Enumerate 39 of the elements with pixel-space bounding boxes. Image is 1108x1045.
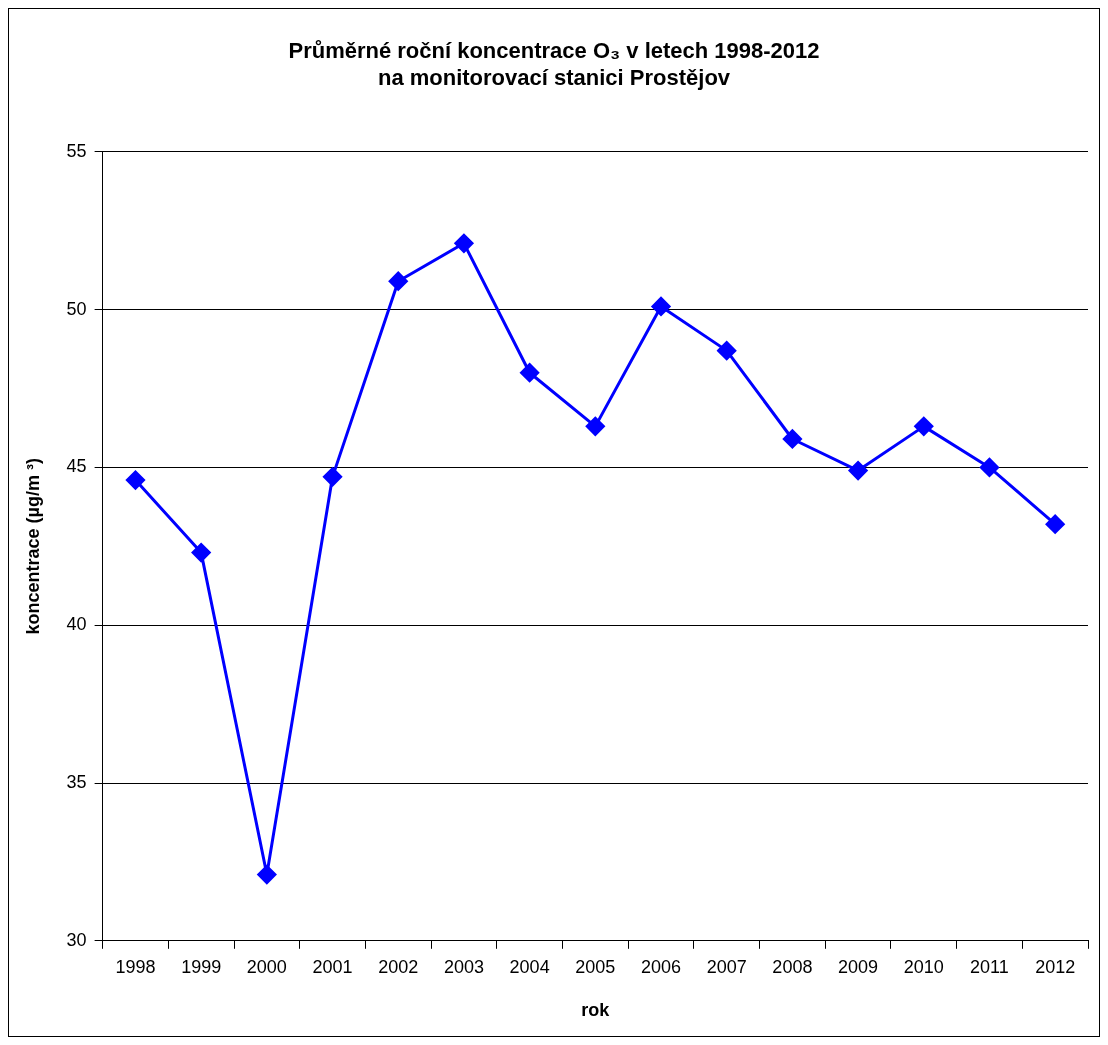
x-tick-label: 2009 <box>838 956 879 977</box>
point <box>125 470 145 490</box>
y-tick-label: 35 <box>66 771 87 792</box>
point <box>651 296 671 316</box>
x-tick-label: 1998 <box>115 956 156 977</box>
point <box>717 341 737 361</box>
y-tick-label: 50 <box>66 298 87 319</box>
x-tick-label: 2003 <box>443 956 484 977</box>
chart-title: Průměrné roční koncentrace O₃ v letech 1998-2012 na monitorovací stanici Prostějov <box>288 38 820 90</box>
x-tick-label: 2001 <box>312 956 353 977</box>
y-axis-title: koncentrace (µg/m ³) <box>22 458 43 635</box>
x-tick-label: 2008 <box>772 956 813 977</box>
x-tick-label: 1999 <box>181 956 222 977</box>
x-tick-label: 2005 <box>575 956 616 977</box>
y-tick-label: 55 <box>66 140 87 161</box>
point <box>1045 514 1065 534</box>
point <box>914 416 934 436</box>
x-axis-title: rok <box>581 1000 611 1021</box>
x-tick-label: 2011 <box>970 956 1009 977</box>
point <box>782 429 802 449</box>
point <box>585 416 605 436</box>
x-tick-label: 2000 <box>246 956 287 977</box>
x-tick-label: 2012 <box>1035 956 1076 977</box>
point <box>520 363 540 383</box>
x-tick-label: 2010 <box>903 956 944 977</box>
point <box>979 457 999 477</box>
point <box>388 271 408 291</box>
point <box>191 543 211 563</box>
point <box>848 461 868 481</box>
x-tick-label: 2007 <box>706 956 747 977</box>
y-tick-label: 45 <box>66 456 87 477</box>
y-tick-label: 40 <box>66 614 87 635</box>
point <box>454 233 474 253</box>
point <box>323 467 343 487</box>
x-tick-label: 2002 <box>378 956 419 977</box>
x-tick-label: 2004 <box>509 956 550 977</box>
x-tick-label: 2006 <box>640 956 682 977</box>
point <box>257 865 277 885</box>
y-tick-label: 30 <box>66 929 87 950</box>
